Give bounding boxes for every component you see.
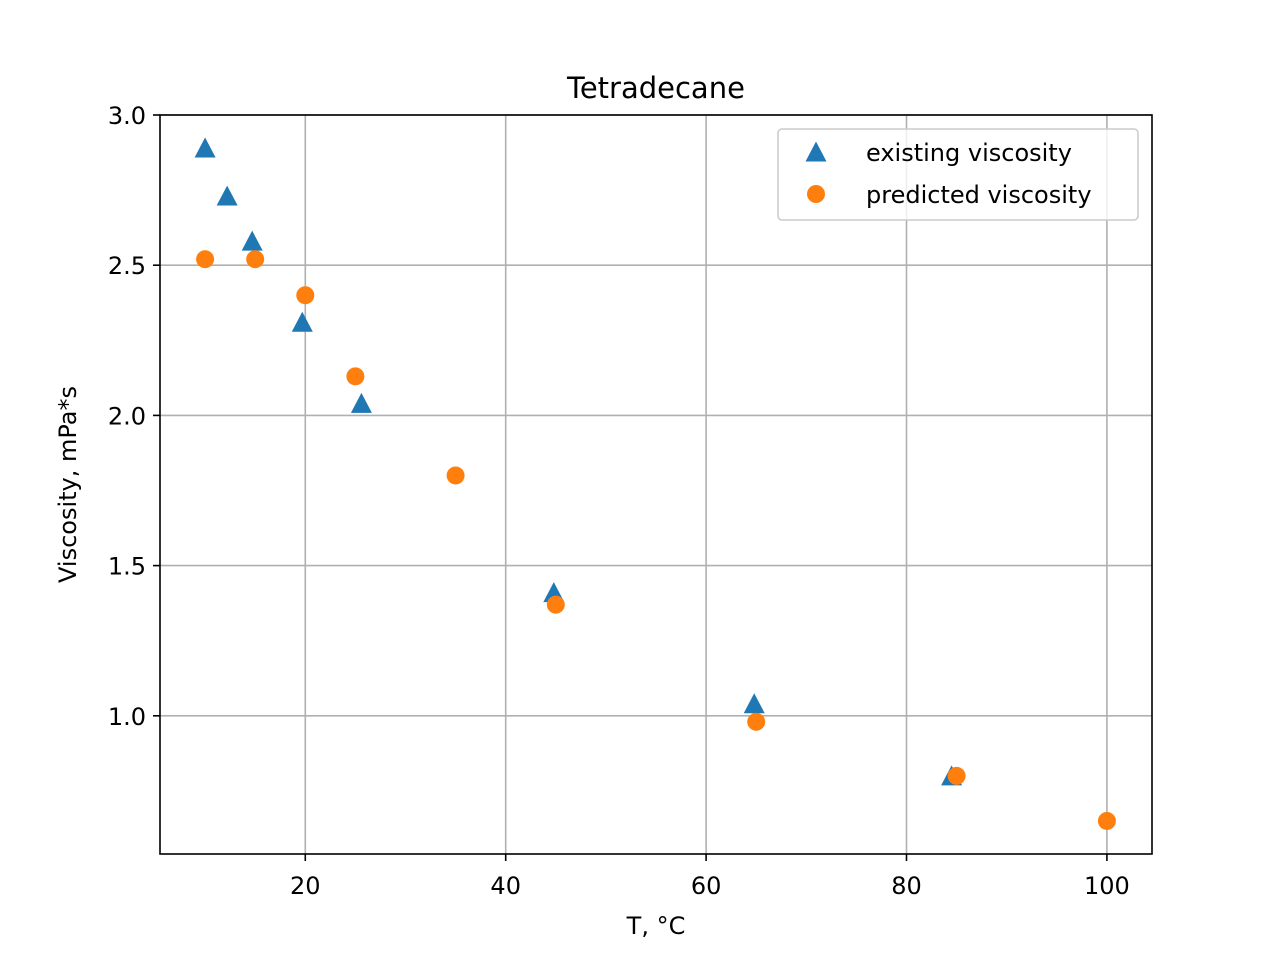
legend: existing viscosity predicted viscosity <box>777 128 1139 221</box>
x-axis-label: T, °C <box>626 912 686 940</box>
x-tick-label: 100 <box>1084 872 1130 900</box>
y-tick-label: 1.5 <box>108 553 146 581</box>
existing-viscosity-point <box>291 311 313 332</box>
predicted-viscosity-point <box>546 595 565 614</box>
x-tick-label: 20 <box>290 872 321 900</box>
existing-viscosity-point <box>241 230 263 251</box>
y-axis-label: Viscosity, mPa*s <box>54 386 82 583</box>
x-tick-label: 40 <box>490 872 521 900</box>
predicted-viscosity-point <box>446 466 465 485</box>
existing-viscosity-point <box>743 693 765 714</box>
existing-viscosity-point <box>350 392 372 413</box>
y-tick-label: 1.0 <box>108 703 146 731</box>
existing-viscosity-point <box>216 185 238 206</box>
predicted-viscosity-point <box>346 367 365 386</box>
predicted-viscosity-point <box>947 766 966 785</box>
legend-triangle-icon <box>805 141 827 162</box>
x-tick-label: 80 <box>891 872 922 900</box>
legend-items: existing viscosity predicted viscosity <box>805 139 1092 209</box>
legend-label: predicted viscosity <box>866 181 1092 209</box>
legend-circle-icon <box>807 185 825 203</box>
predicted-viscosity-point <box>246 250 265 269</box>
y-tick-label: 2.5 <box>108 252 146 280</box>
chart-title: Tetradecane <box>566 71 745 105</box>
y-tick-label: 3.0 <box>108 102 146 130</box>
axis-ticks: 20 40 60 80 100 1.0 1.5 2.0 2.5 3.0 <box>108 102 1130 900</box>
data-points <box>194 137 1116 830</box>
predicted-viscosity-point <box>1097 811 1116 830</box>
x-tick-label: 60 <box>691 872 722 900</box>
existing-viscosity-point <box>194 137 216 158</box>
predicted-viscosity-point <box>747 712 766 731</box>
legend-label: existing viscosity <box>866 139 1072 167</box>
y-tick-label: 2.0 <box>108 402 146 430</box>
predicted-viscosity-point <box>196 250 215 269</box>
legend-box <box>777 128 1139 221</box>
predicted-viscosity-point <box>296 286 315 305</box>
axes-frame <box>159 114 1153 855</box>
series-predicted <box>196 250 1116 830</box>
